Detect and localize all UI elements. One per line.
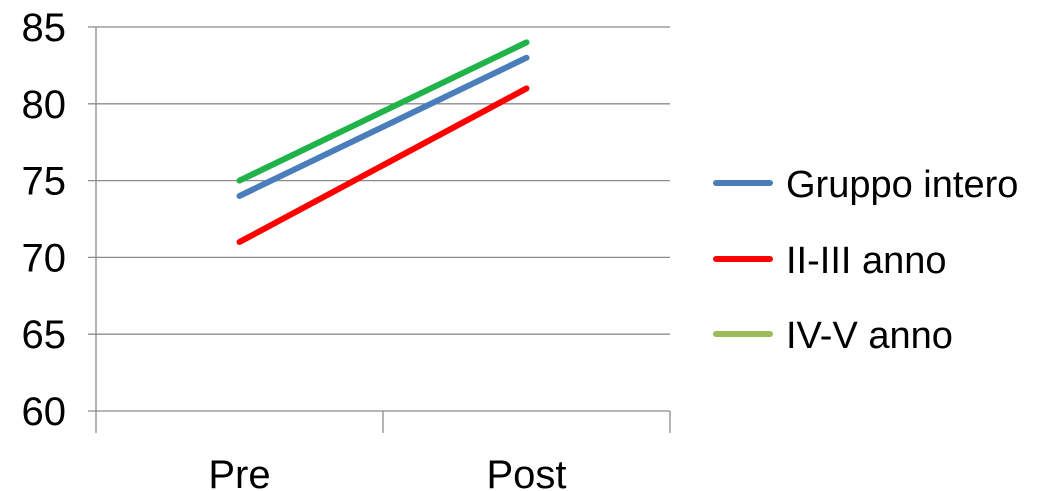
y-tick-label-75: 75: [22, 160, 67, 204]
y-tick-labels: 60 65 70 75 80 85: [22, 6, 67, 434]
legend: Gruppo intero II-III anno IV-V anno: [713, 164, 1018, 357]
y-tick-label-80: 80: [22, 83, 67, 127]
legend-label-1: II-III anno: [786, 240, 947, 282]
series-line-1: [236, 85, 530, 246]
y-tick-label-85: 85: [22, 6, 67, 50]
legend-label-2: IV-V anno: [786, 315, 953, 357]
x-tick-label-post: Post: [486, 453, 566, 491]
y-tick-label-60: 60: [22, 390, 67, 434]
axes: [95, 27, 671, 433]
gridlines: [88, 26, 670, 412]
y-tick-label-70: 70: [22, 236, 67, 280]
y-tick-label-65: 65: [22, 313, 67, 357]
x-tick-labels: Pre Post: [208, 453, 566, 491]
legend-label-0: Gruppo intero: [786, 164, 1018, 206]
x-tick-label-pre: Pre: [208, 453, 270, 491]
series-line-0: [236, 54, 530, 199]
series-line-2: [236, 39, 530, 184]
series-lines: [236, 39, 530, 246]
